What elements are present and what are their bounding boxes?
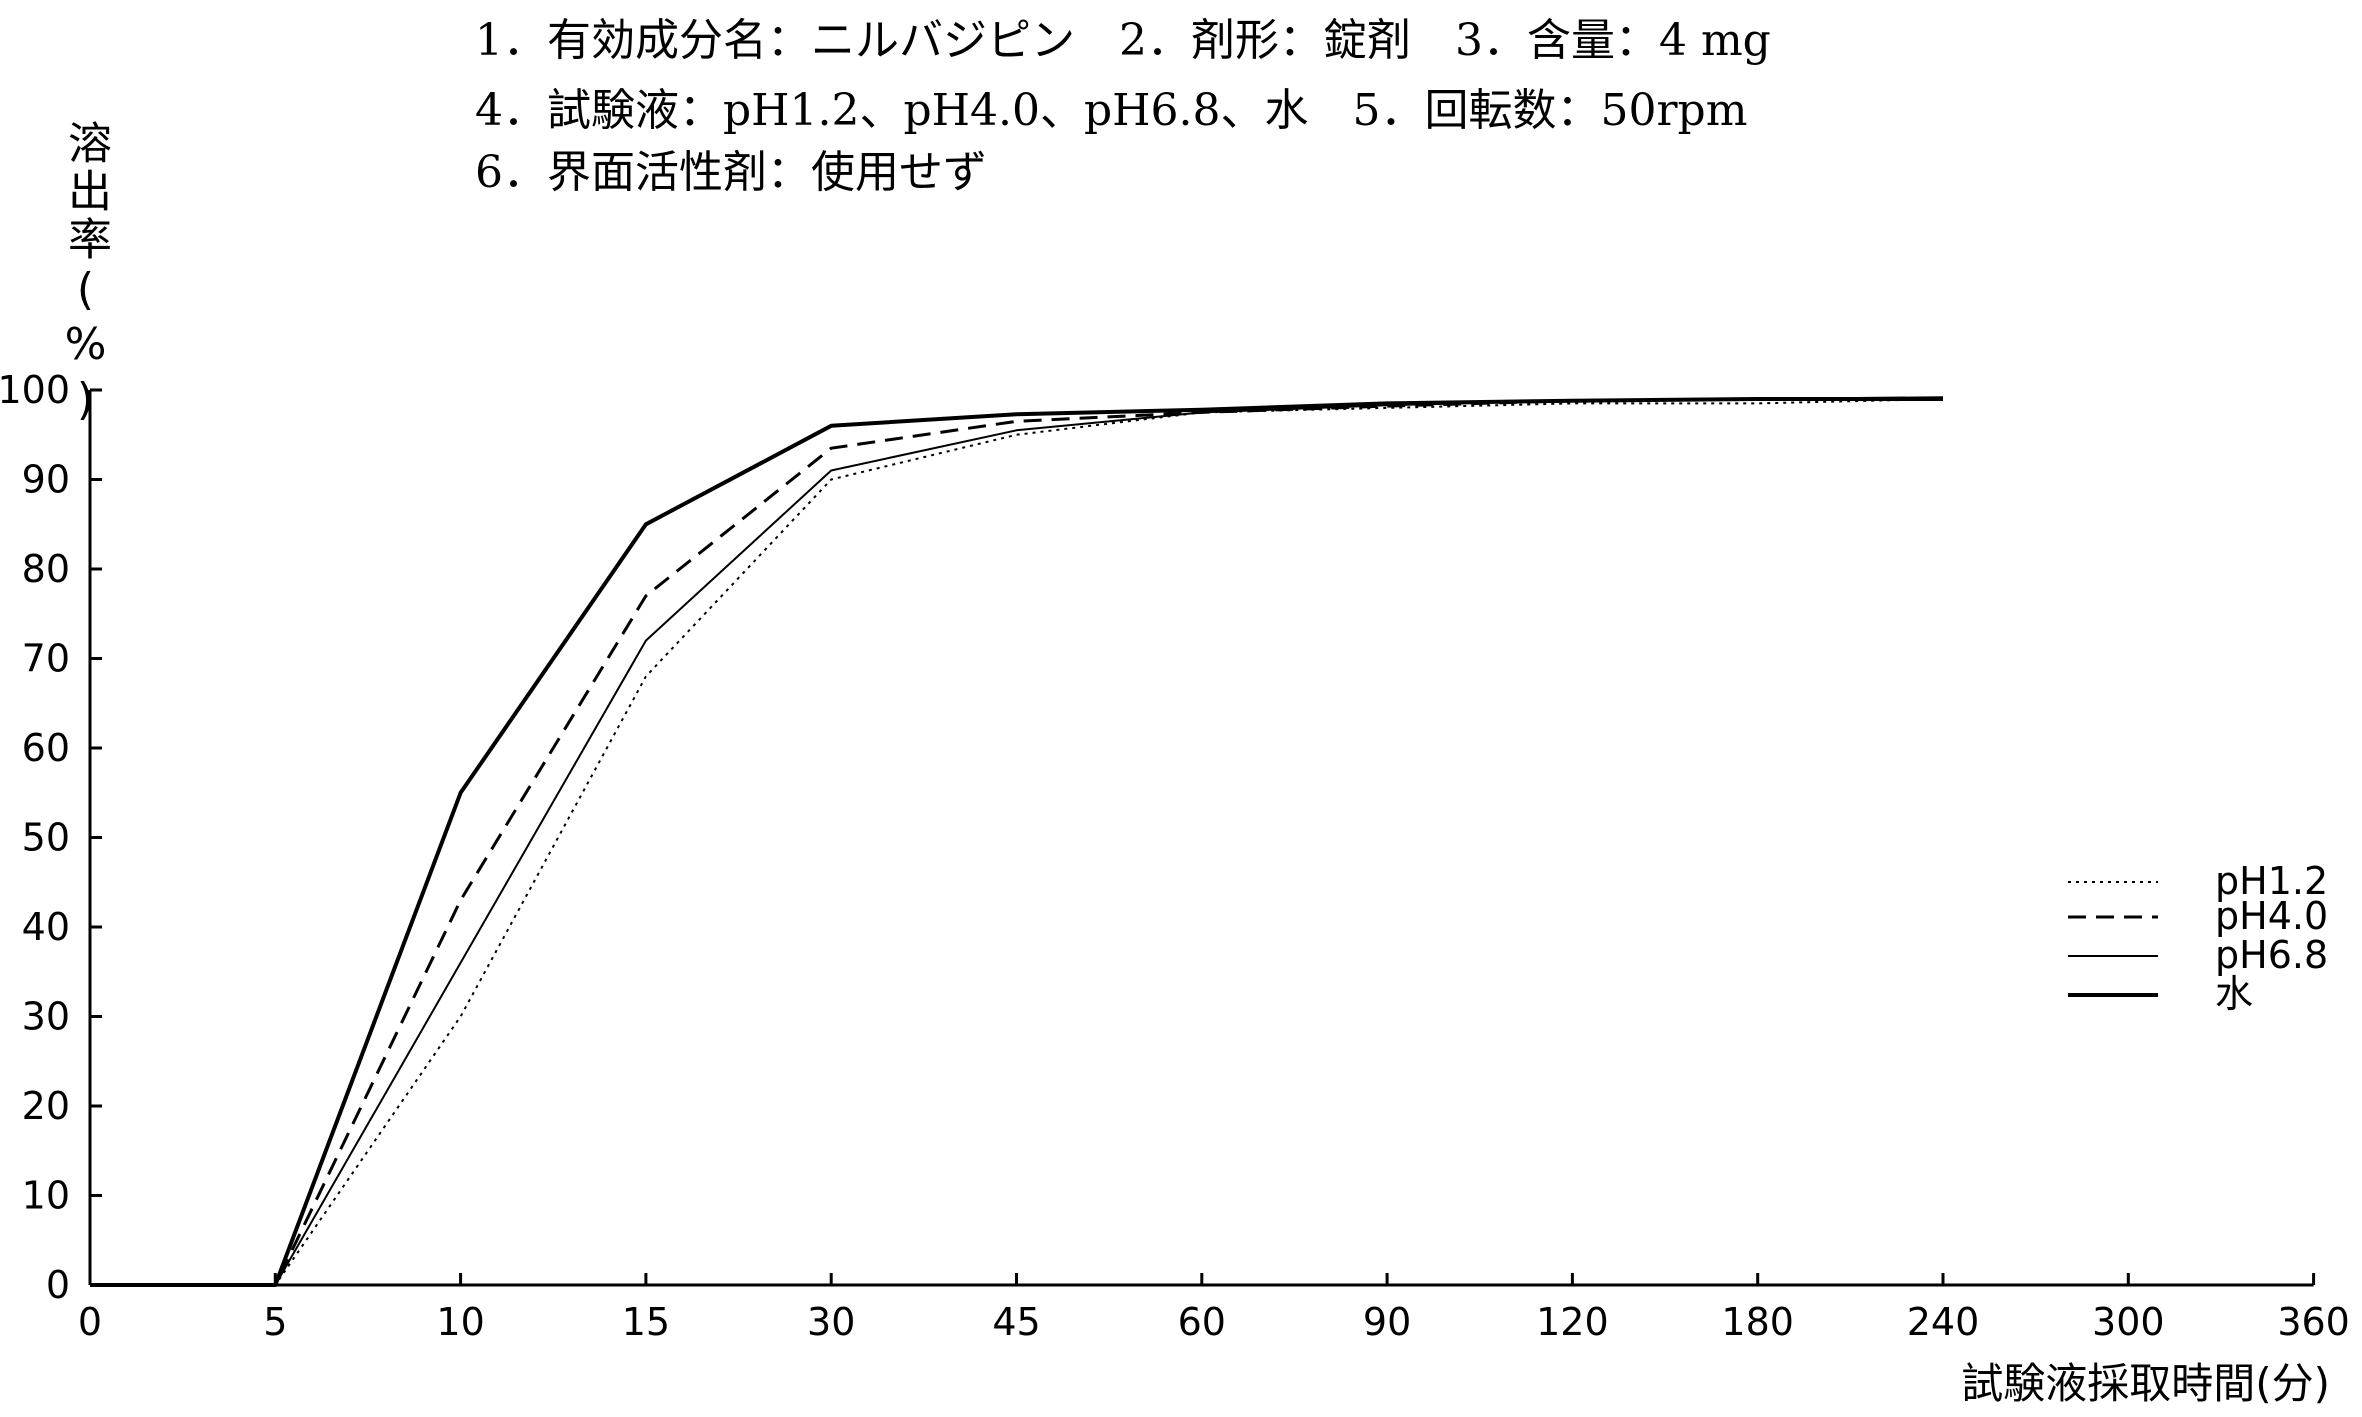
legend-label: pH1.2 xyxy=(2215,859,2328,903)
x-tick-label: 30 xyxy=(807,1300,855,1344)
series-line xyxy=(90,396,1944,1286)
header-line-3: 6．界面活性剤：使用せず xyxy=(475,147,987,198)
x-tick-label: 5 xyxy=(263,1300,287,1344)
y-tick-label: 50 xyxy=(22,816,70,860)
header-line-1: 1．有効成分名：ニルバジピン 2．剤形：錠剤 3．含量：4 mg xyxy=(475,15,1771,66)
y-tick-label: 30 xyxy=(22,995,70,1039)
legend-label: pH6.8 xyxy=(2215,933,2328,977)
x-tick-label: 90 xyxy=(1363,1300,1411,1344)
y-tick-label: 80 xyxy=(22,547,70,591)
x-tick-label: 45 xyxy=(992,1300,1040,1344)
series-layer xyxy=(90,396,1944,1287)
header-line-2: 4．試験液：pH1.2、pH4.0、pH6.8、水 5．回転数：50rpm xyxy=(475,85,1748,136)
x-tick-label: 60 xyxy=(1178,1300,1226,1344)
y-axis-label: 溶出率(%) xyxy=(60,120,111,429)
x-tick-label: 300 xyxy=(2092,1300,2165,1344)
y-tick-label: 20 xyxy=(22,1084,70,1128)
y-tick-label: 90 xyxy=(22,458,70,502)
x-tick-label: 240 xyxy=(1907,1300,1980,1344)
x-tick-label: 360 xyxy=(2277,1300,2350,1344)
x-axis-label: 試験液採取時間(分) xyxy=(1961,1359,2330,1408)
y-tick-label: 10 xyxy=(22,1174,70,1218)
y-tick-label: 0 xyxy=(46,1263,70,1307)
y-tick-label: 60 xyxy=(22,726,70,770)
x-tick-label: 15 xyxy=(622,1300,670,1344)
y-tick-label: 40 xyxy=(22,905,70,949)
x-tick-label: 120 xyxy=(1536,1300,1609,1344)
x-tick-label: 180 xyxy=(1721,1300,1794,1344)
legend-label: pH4.0 xyxy=(2215,894,2328,938)
series-line xyxy=(90,397,1943,1287)
y-tick-label: 100 xyxy=(0,368,70,412)
series-line xyxy=(90,398,1944,1286)
series-line xyxy=(90,397,1943,1287)
x-tick-label: 10 xyxy=(436,1300,484,1344)
y-tick-label: 70 xyxy=(22,637,70,681)
chart-axes: 0 10 20 30 40 50 60 70 80 90 100 0 5 10 15 30 45 60 90 120 1… xyxy=(0,368,2350,1344)
legend-label: 水 xyxy=(2215,972,2253,1016)
x-tick-label: 0 xyxy=(78,1300,102,1344)
